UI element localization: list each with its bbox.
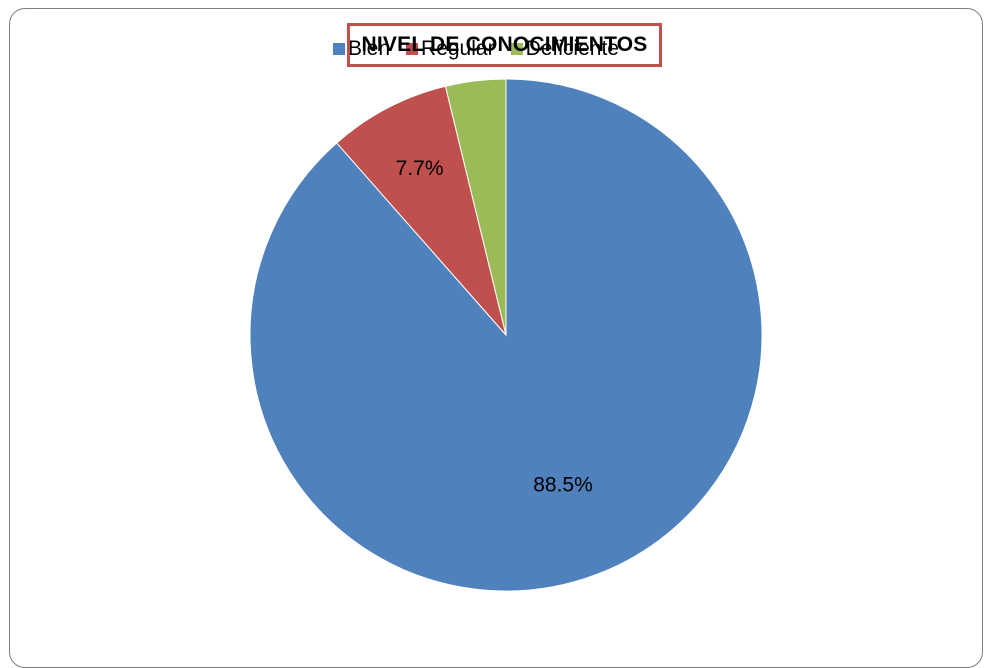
pie-slice-regular	[335, 85, 507, 336]
legend-item-regular: Regular	[406, 37, 495, 61]
data-label-bien: 88.5%	[533, 473, 593, 496]
legend-label-deficiente: Deficiente	[525, 37, 619, 60]
data-label-regular: 7.7%	[396, 157, 444, 180]
legend-swatch-deficiente	[510, 43, 523, 55]
legend-item-bien: Bien	[333, 37, 390, 61]
legend-swatch-bien	[333, 43, 345, 55]
pie-data-labels: 88.5% 7.7%	[396, 157, 593, 497]
pie-slice-deficiente	[444, 78, 507, 336]
chart-title: NIVEL DE CONOCIMIENTOS	[361, 33, 648, 56]
legend-label-bien: Bien	[348, 37, 391, 60]
legend-item-deficiente: Deficiente	[510, 37, 619, 61]
chart-title-box: NIVEL DE CONOCIMIENTOS	[347, 23, 662, 67]
pie-slices	[249, 78, 763, 592]
legend-swatch-regular	[406, 43, 419, 55]
chart-legend: Bien Regular Deficiente	[333, 34, 635, 64]
legend-label-regular: Regular	[421, 37, 495, 60]
